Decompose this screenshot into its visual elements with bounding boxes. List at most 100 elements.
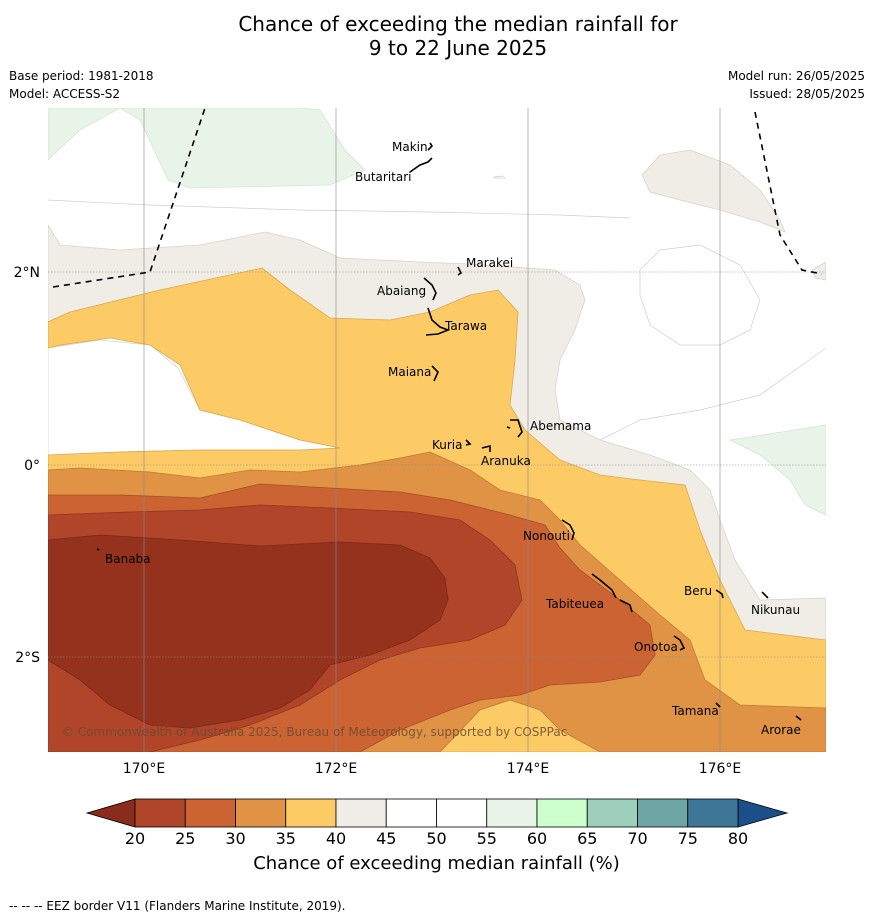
eez-borders [52,107,823,288]
contour-line [493,175,506,179]
title-line-1: Chance of exceeding the median rainfall … [238,12,678,36]
colorbar-segment [134,798,186,828]
eez-footnote: -- -- -- EEZ border V11 (Flanders Marine… [9,899,346,913]
colorbar-label: Chance of exceeding median rainfall (%) [253,853,620,874]
issued-date: Issued: 28/05/2025 [749,87,865,101]
latitude-labels: 2°N 0° 2°S [14,265,41,666]
green-zone-north [48,108,366,189]
green-zone-east [728,424,826,516]
island-beru [715,589,724,599]
colorbar-tick-label: 20 [125,829,145,848]
colorbar-under-arrow [85,798,136,828]
colorbar-tick-label: 75 [678,829,698,848]
label-aranuka: Aranuka [481,454,531,468]
meta-left: Base period: 1981-2018 Model: ACCESS-S2 [9,67,154,103]
longitude-labels: 170°E 172°E 174°E 176°E [123,761,742,777]
island-nikunau [761,591,769,599]
label-nikunau: Nikunau [751,603,800,617]
colorbar-tick-label: 40 [326,829,346,848]
colorbar-tick-label: 30 [225,829,245,848]
label-kuria: Kuria [432,438,463,452]
label-maiana: Maiana [388,365,431,379]
island-maiana [431,365,439,382]
label-banaba: Banaba [105,552,151,566]
island-aranuka [481,444,491,452]
lon-label-170: 170°E [123,761,166,777]
beige-zone-east-edge [811,261,826,281]
island-tamana [715,702,721,708]
islands [96,142,802,721]
island-abaiang [423,277,437,301]
label-onotoa: Onotoa [634,640,678,654]
island-tabiteuea [591,573,633,613]
label-arorae: Arorae [761,723,801,737]
contour-line [639,244,761,346]
lat-label-2s: 2°S [15,650,40,666]
map-field [48,108,826,752]
darkest-zone [48,534,449,729]
label-butaritari: Butaritari [355,170,412,184]
label-nonouti: Nonouti [523,529,570,543]
colorbar-tick-label: 50 [426,829,446,848]
base-period: Base period: 1981-2018 [9,69,154,83]
lon-label-174: 174°E [507,761,550,777]
colorbar-tick-label: 35 [276,829,296,848]
colorbar-tick-label: 55 [477,829,497,848]
lat-label-equator: 0° [24,458,40,474]
label-tamana: Tamana [671,704,719,718]
island-makin [427,142,434,151]
island-onotoa [673,635,686,651]
title-line-2: 9 to 22 June 2025 [368,36,548,60]
label-tarawa: Tarawa [444,319,487,333]
colorbar-segment [536,798,588,828]
colorbar-segment [184,798,236,828]
colorbar-segment [285,798,337,828]
lat-label-2n: 2°N [14,265,40,281]
colorbar-segment [637,798,689,828]
colorbar-segment [687,798,739,828]
copyright-notice: © Commonwealth of Australia 2025, Bureau… [62,725,567,739]
place-labels: Makin Butaritari Marakei Abaiang Tarawa … [105,140,801,737]
lon-label-176: 176°E [699,761,742,777]
colorbar-segment [235,798,287,828]
colorbar-tick-label: 80 [728,829,748,848]
colorbar-ticks: 20 25 30 35 40 45 50 55 60 65 70 75 80 [125,829,748,848]
contour-line [48,199,631,219]
model-run-date: Model run: 26/05/2025 [727,69,865,83]
island-tarawa [425,307,451,336]
colorbar-over-arrow [737,798,789,828]
eez-border-west [52,107,206,288]
colorbar-tick-label: 45 [376,829,396,848]
island-arorae [795,715,802,721]
colorbar-tick-label: 25 [175,829,195,848]
colorbar-segment [385,798,437,828]
contour-line [599,347,826,441]
colorbar-tick-label: 70 [627,829,647,848]
colorbar-tick-label: 60 [527,829,547,848]
label-abemama: Abemama [530,419,591,433]
map-title: Chance of exceeding the median rainfall … [0,12,873,60]
colorbar: 20 25 30 35 40 45 50 55 60 65 70 75 80 [85,798,789,848]
island-marakei [457,266,463,276]
label-marakei: Marakei [466,256,513,270]
colorbar-tick-label: 65 [577,829,597,848]
beige-zone-ne [641,149,786,233]
colorbar-segment [486,798,538,828]
colorbar-segment [586,798,638,828]
island-nonouti [561,519,575,541]
island-banaba [96,548,100,551]
lon-label-172: 172°E [315,761,358,777]
island-abemama [506,419,523,438]
gridlines [48,108,826,752]
meta-right: Model run: 26/05/2025 Issued: 28/05/2025 [728,67,865,103]
island-butaritari [409,157,433,173]
island-kuria [465,439,472,446]
label-tabiteuea: Tabiteuea [545,597,604,611]
colorbar-segment [335,798,387,828]
colorbar-segments [134,798,739,828]
model-name: Model: ACCESS-S2 [9,87,121,101]
label-makin: Makin [392,140,428,154]
label-abaiang: Abaiang [377,284,426,298]
label-beru: Beru [684,584,712,598]
